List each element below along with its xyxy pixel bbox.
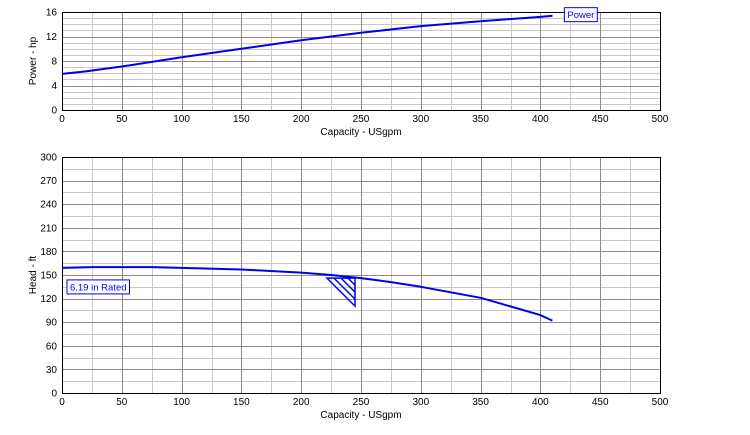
y-tick-label: 240 [40, 200, 57, 211]
series-label-text: 6.19 in Rated [70, 282, 127, 293]
plot-frame [62, 12, 661, 111]
x-tick-label: 100 [173, 114, 190, 125]
y-tick-label: 210 [40, 223, 57, 234]
y-tick-label: 30 [46, 365, 58, 376]
series-line [61, 266, 553, 322]
y-tick-label: 90 [46, 318, 58, 329]
y-tick-label: 16 [46, 8, 58, 19]
x-axis-label: Capacity - USgpm [320, 410, 401, 421]
x-tick-label: 300 [412, 397, 429, 408]
series-label: Power [563, 7, 598, 23]
y-axis-label: Power - hp [28, 36, 39, 85]
x-tick-label: 200 [293, 114, 310, 125]
y-tick-label: 180 [40, 247, 57, 258]
x-tick-label: 250 [353, 114, 370, 125]
marker-hatch [340, 277, 356, 293]
rated-point-marker [325, 277, 356, 308]
y-tick-label: 120 [40, 294, 57, 305]
y-tick-label: 0 [51, 389, 57, 400]
x-tick-label: 50 [116, 114, 128, 125]
series-label-box [563, 7, 598, 23]
x-tick-label: 400 [532, 397, 549, 408]
x-tick-label: 500 [652, 114, 669, 125]
y-tick-label: 8 [51, 57, 57, 68]
x-tick-label: 0 [59, 114, 65, 125]
y-tick-label: 0 [51, 106, 57, 117]
y-tick-label: 12 [46, 32, 58, 43]
x-tick-label: 50 [116, 397, 128, 408]
x-tick-label: 350 [472, 114, 489, 125]
x-tick-label: 450 [592, 397, 609, 408]
x-tick-label: 200 [293, 397, 310, 408]
power-chart: 0 50 100 150 200 250 300 350 400 450 500 0 4 8 12 16 Cap… [28, 7, 669, 138]
y-tick-label: 60 [46, 341, 58, 352]
y-axis-label: Head - ft [28, 256, 39, 295]
x-tick-label: 350 [472, 397, 489, 408]
series-label-box [66, 279, 130, 295]
x-tick-label: 250 [353, 397, 370, 408]
series-label-text: Power [567, 10, 594, 21]
x-tick-label: 300 [412, 114, 429, 125]
marker-hatch [333, 277, 356, 300]
x-tick-label: 450 [592, 114, 609, 125]
x-tick-label: 500 [652, 397, 669, 408]
y-tick-label: 4 [51, 81, 57, 92]
x-tick-label: 100 [173, 397, 190, 408]
series-label: 6.19 in Rated [66, 279, 130, 295]
plot-frame [62, 157, 661, 394]
y-tick-label: 150 [40, 271, 57, 282]
x-tick-label: 150 [233, 397, 250, 408]
marker-hatch [347, 277, 356, 286]
y-tick-label: 270 [40, 176, 57, 187]
x-axis-label: Capacity - USgpm [320, 127, 401, 138]
x-tick-label: 150 [233, 114, 250, 125]
head-chart: 0 50 100 150 200 250 300 350 400 450 500 0 30 60 90 120… [28, 153, 669, 422]
y-tick-label: 300 [40, 153, 57, 164]
x-tick-label: 0 [59, 397, 65, 408]
x-tick-label: 400 [532, 114, 549, 125]
series-line [61, 14, 553, 75]
